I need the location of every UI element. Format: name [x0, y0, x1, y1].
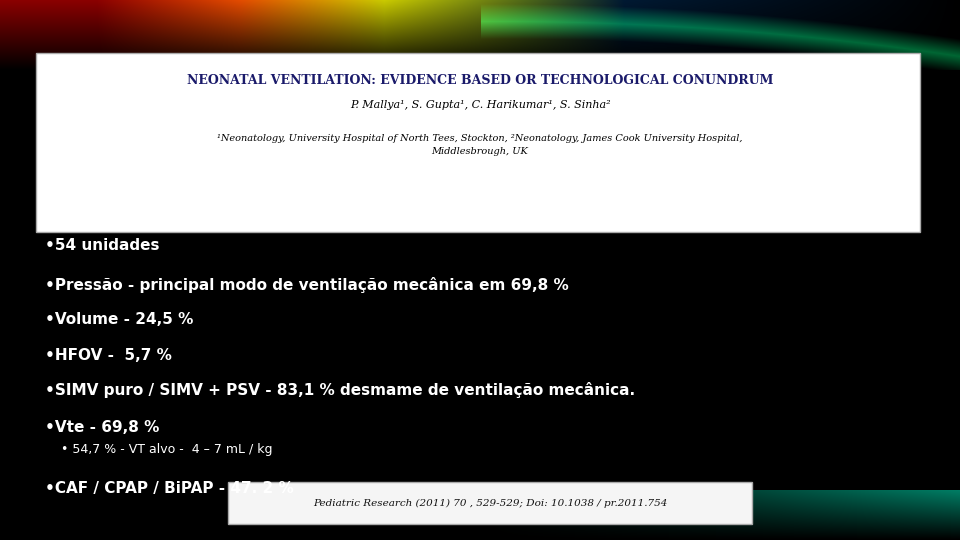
FancyBboxPatch shape [228, 482, 752, 524]
Text: NEONATAL VENTILATION: EVIDENCE BASED OR TECHNOLOGICAL CONUNDRUM: NEONATAL VENTILATION: EVIDENCE BASED OR … [187, 73, 773, 86]
Text: •SIMV puro / SIMV + PSV - 83,1 % desmame de ventilação mecânica.: •SIMV puro / SIMV + PSV - 83,1 % desmame… [45, 382, 636, 398]
Text: Pediatric Research (2011) 70 , 529-529; Doi: 10.1038 / pr.2011.754: Pediatric Research (2011) 70 , 529-529; … [313, 498, 667, 508]
Text: •Vte - 69,8 %: •Vte - 69,8 % [45, 421, 159, 435]
Text: •HFOV -  5,7 %: •HFOV - 5,7 % [45, 348, 172, 362]
Text: •Pressão - principal modo de ventilação mecânica em 69,8 %: •Pressão - principal modo de ventilação … [45, 277, 568, 293]
Text: P. Mallya¹, S. Gupta¹, C. Harikumar¹, S. Sinha²: P. Mallya¹, S. Gupta¹, C. Harikumar¹, S.… [349, 100, 611, 110]
Text: ¹Neonatology, University Hospital of North Tees, Stockton, ²Neonatology, James C: ¹Neonatology, University Hospital of Nor… [217, 134, 743, 156]
Text: • 54,7 % - VT alvo -  4 – 7 mL / kg: • 54,7 % - VT alvo - 4 – 7 mL / kg [45, 443, 273, 456]
FancyBboxPatch shape [36, 53, 920, 232]
Text: •54 unidades: •54 unidades [45, 238, 159, 253]
Text: •Volume - 24,5 %: •Volume - 24,5 % [45, 313, 193, 327]
Text: •CAF / CPAP / BiPAP - 47. 2 %: •CAF / CPAP / BiPAP - 47. 2 % [45, 481, 294, 496]
